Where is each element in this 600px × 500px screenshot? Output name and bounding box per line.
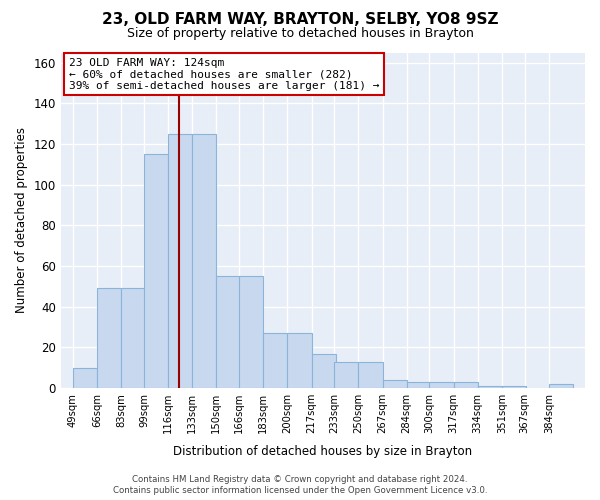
Bar (97, 288, 121, 388)
Text: Contains HM Land Registry data © Crown copyright and database right 2024.: Contains HM Land Registry data © Crown c… (132, 475, 468, 484)
Bar (407, 382, 431, 388)
X-axis label: Distribution of detached houses by size in Brayton: Distribution of detached houses by size … (173, 444, 472, 458)
Bar (121, 288, 145, 388)
Bar (168, 134, 192, 388)
Bar (263, 333, 287, 388)
Bar (549, 384, 573, 388)
Bar (144, 154, 168, 388)
Text: Contains public sector information licensed under the Open Government Licence v3: Contains public sector information licen… (113, 486, 487, 495)
Text: 23 OLD FARM WAY: 124sqm
← 60% of detached houses are smaller (282)
39% of semi-d: 23 OLD FARM WAY: 124sqm ← 60% of detache… (68, 58, 379, 90)
Bar (217, 276, 241, 388)
Bar (73, 368, 97, 388)
Bar (287, 333, 311, 388)
Bar (239, 276, 263, 388)
Bar (334, 362, 358, 388)
Bar (478, 386, 502, 388)
Text: 23, OLD FARM WAY, BRAYTON, SELBY, YO8 9SZ: 23, OLD FARM WAY, BRAYTON, SELBY, YO8 9S… (102, 12, 498, 28)
Bar (502, 386, 526, 388)
Bar (311, 354, 335, 388)
Text: Size of property relative to detached houses in Brayton: Size of property relative to detached ho… (127, 28, 473, 40)
Bar (383, 380, 407, 388)
Bar (454, 382, 478, 388)
Bar (358, 362, 383, 388)
Bar (192, 134, 217, 388)
Y-axis label: Number of detached properties: Number of detached properties (15, 128, 28, 314)
Bar (430, 382, 454, 388)
